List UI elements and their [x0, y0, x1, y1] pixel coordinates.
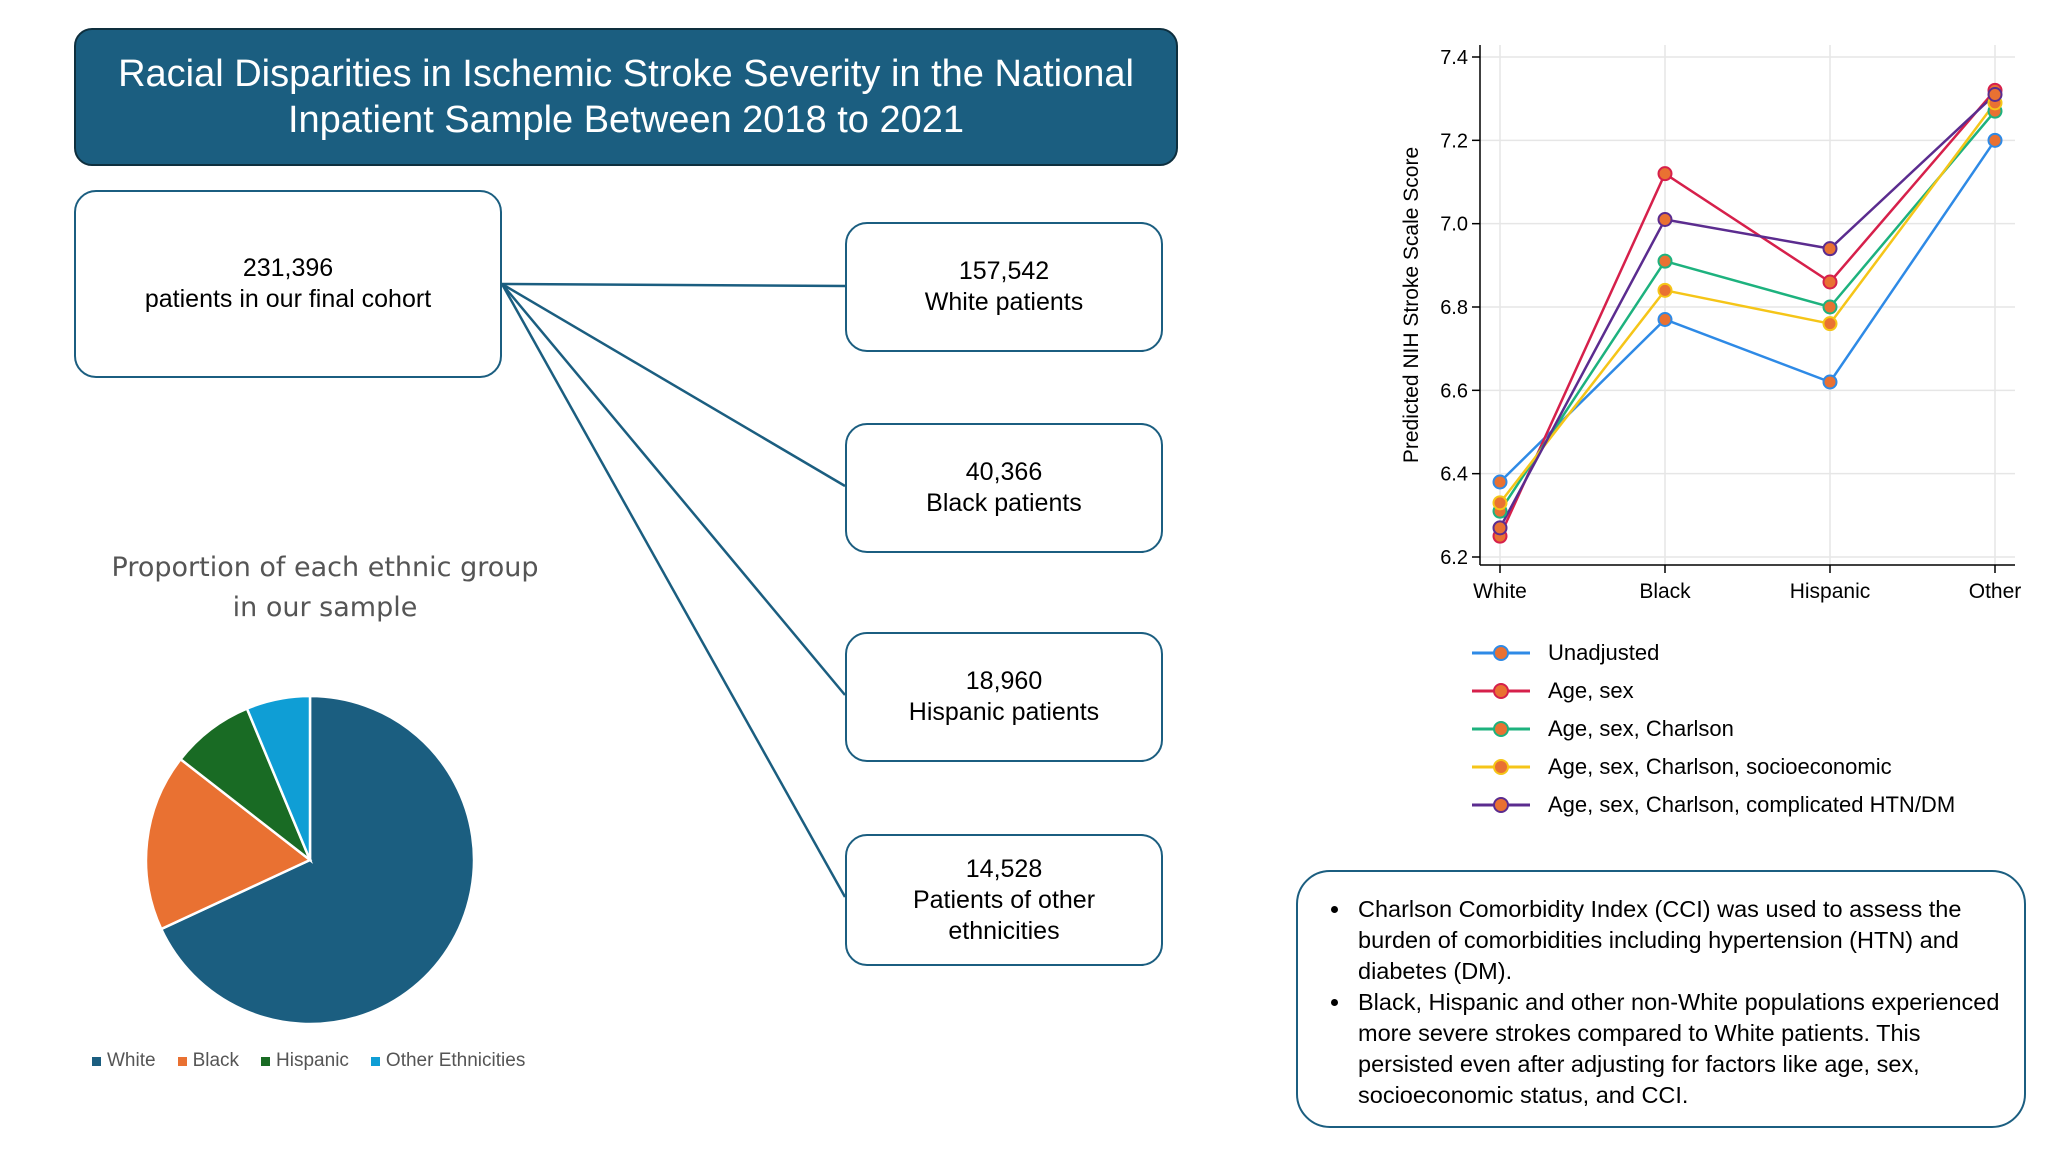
other-label-line-1: Patients of other [912, 885, 1096, 914]
series-line [1498, 89, 1996, 537]
nihss-line-chart: 6.2 6.4 6.6 6.8 7.0 7.2 7.4 White Black Hispanic O… [1400, 45, 2022, 603]
line-chart-legend: Unadjusted Age, sex Age, sex, Charlson Age,… [1470, 634, 1955, 824]
total-label: patients in our final cohort [144, 285, 432, 313]
ethnicity-pie-chart [144, 694, 476, 1026]
hispanic-patients-box: 18,960 Hispanic patients [845, 632, 1163, 762]
y-tick-label: 6.4 [1440, 464, 1468, 486]
total-count: 231,396 [242, 254, 334, 282]
series-line [1499, 102, 1997, 504]
legend-item: Unadjusted [1470, 634, 1955, 672]
white-label: White patients [924, 288, 1084, 316]
legend-label: Unadjusted [1548, 640, 1660, 665]
pie-legend-label: Hispanic [276, 1050, 349, 1071]
pie-legend-label: Black [192, 1050, 240, 1071]
data-point [1657, 166, 1673, 182]
pie-legend-label: Other Ethnicities [385, 1050, 526, 1071]
data-point [1657, 282, 1673, 298]
pie-title: Proportion of each ethnic group in our s… [60, 548, 590, 628]
white-patients-box: 157,542 White patients [845, 222, 1163, 352]
pie-legend-item: White [92, 1050, 156, 1072]
connector-black [501, 282, 846, 488]
data-point [1492, 520, 1508, 536]
y-axis-label: Predicted NIH Stroke Scale Score [1400, 147, 1423, 463]
note-item: Black, Hispanic and other non-White popu… [1352, 987, 2000, 1111]
legend-marker [1472, 797, 1530, 813]
legend-label: Age, sex, Charlson [1548, 716, 1734, 741]
white-count: 157,542 [958, 257, 1050, 285]
data-point [1822, 374, 1838, 390]
pie-slice-black [144, 757, 313, 931]
legend-marker [1472, 683, 1530, 699]
legend-swatch [177, 1056, 187, 1066]
data-point [1822, 316, 1838, 332]
legend-item: Age, sex [1470, 672, 1955, 710]
x-tick-label: White [1473, 580, 1527, 603]
note-item: Charlson Comorbidity Index (CCI) was use… [1352, 894, 2000, 987]
connector-other [500, 283, 847, 898]
legend-swatch [92, 1056, 101, 1066]
series-line [1499, 139, 1997, 483]
legend-label: Age, sex, Charlson, socioeconomic [1548, 754, 1892, 779]
series-line [1498, 110, 1996, 512]
legend-marker [1472, 721, 1530, 737]
connector-white [501, 282, 846, 288]
y-tick-label: 6.6 [1440, 380, 1468, 402]
y-tick-label: 7.0 [1440, 214, 1468, 236]
other-patients-box: 14,528 Patients of other ethnicities [845, 834, 1163, 966]
other-label-line-2: ethnicities [948, 916, 1060, 945]
x-tick-label: Black [1639, 580, 1691, 603]
data-point [1492, 495, 1508, 511]
pie-slice-white [159, 694, 476, 1026]
pie-legend-item: Black [177, 1050, 240, 1072]
title-banner: Racial Disparities in Ischemic Stroke Se… [74, 28, 1178, 166]
data-point [1657, 312, 1673, 327]
legend-marker [1472, 759, 1530, 775]
legend-item: Age, sex, Charlson, complicated HTN/DM [1470, 786, 1955, 824]
y-tick-label: 7.2 [1440, 130, 1468, 152]
y-tick-label: 7.4 [1440, 47, 1468, 69]
legend-item: Age, sex, Charlson, socioeconomic [1470, 748, 1955, 786]
legend-marker [1472, 645, 1530, 661]
x-tick-label: Other [1969, 580, 2022, 603]
series-line [1498, 93, 1996, 529]
pie-legend: White Black Hispanic Other Ethnicities [92, 1050, 525, 1072]
legend-item: Age, sex, Charlson [1470, 710, 1955, 748]
legend-label: Age, sex [1548, 678, 1634, 703]
pie-slice-other-ethnicities [245, 694, 312, 861]
data-point [1492, 474, 1508, 490]
data-point [1822, 274, 1838, 290]
title-line-1: Racial Disparities in Ischemic Stroke Se… [118, 53, 1134, 95]
y-tick-label: 6.2 [1440, 547, 1468, 569]
data-point [1987, 132, 2003, 148]
black-patients-box: 40,366 Black patients [845, 423, 1163, 553]
data-point [1657, 212, 1673, 227]
data-point [1987, 87, 2003, 102]
other-count: 14,528 [965, 854, 1043, 883]
pie-title-line-1: Proportion of each ethnic group [111, 552, 539, 583]
pie-legend-item: Hispanic [261, 1050, 349, 1072]
hispanic-count: 18,960 [965, 667, 1043, 695]
data-point [1822, 241, 1838, 257]
black-count: 40,366 [965, 458, 1043, 486]
data-point [1822, 299, 1838, 315]
pie-legend-label: White [107, 1050, 156, 1071]
x-tick-label: Hispanic [1790, 580, 1871, 603]
connector-hispanic [501, 283, 846, 696]
pie-legend-item: Other Ethnicities [370, 1050, 526, 1072]
notes-box: Charlson Comorbidity Index (CCI) was use… [1296, 870, 2026, 1128]
legend-swatch [261, 1056, 271, 1066]
total-cohort-box: 231,396 patients in our final cohort [74, 190, 502, 378]
hispanic-label: Hispanic patients [908, 698, 1100, 726]
data-point [1657, 253, 1673, 269]
legend-label: Age, sex, Charlson, complicated HTN/DM [1548, 792, 1956, 817]
legend-swatch [370, 1056, 380, 1066]
title-line-2: Inpatient Sample Between 2018 to 2021 [287, 99, 965, 141]
pie-title-line-2: in our sample [232, 592, 418, 623]
black-label: Black patients [926, 489, 1082, 517]
y-tick-label: 6.8 [1440, 297, 1468, 319]
notes-list: Charlson Comorbidity Index (CCI) was use… [1324, 894, 2000, 1111]
